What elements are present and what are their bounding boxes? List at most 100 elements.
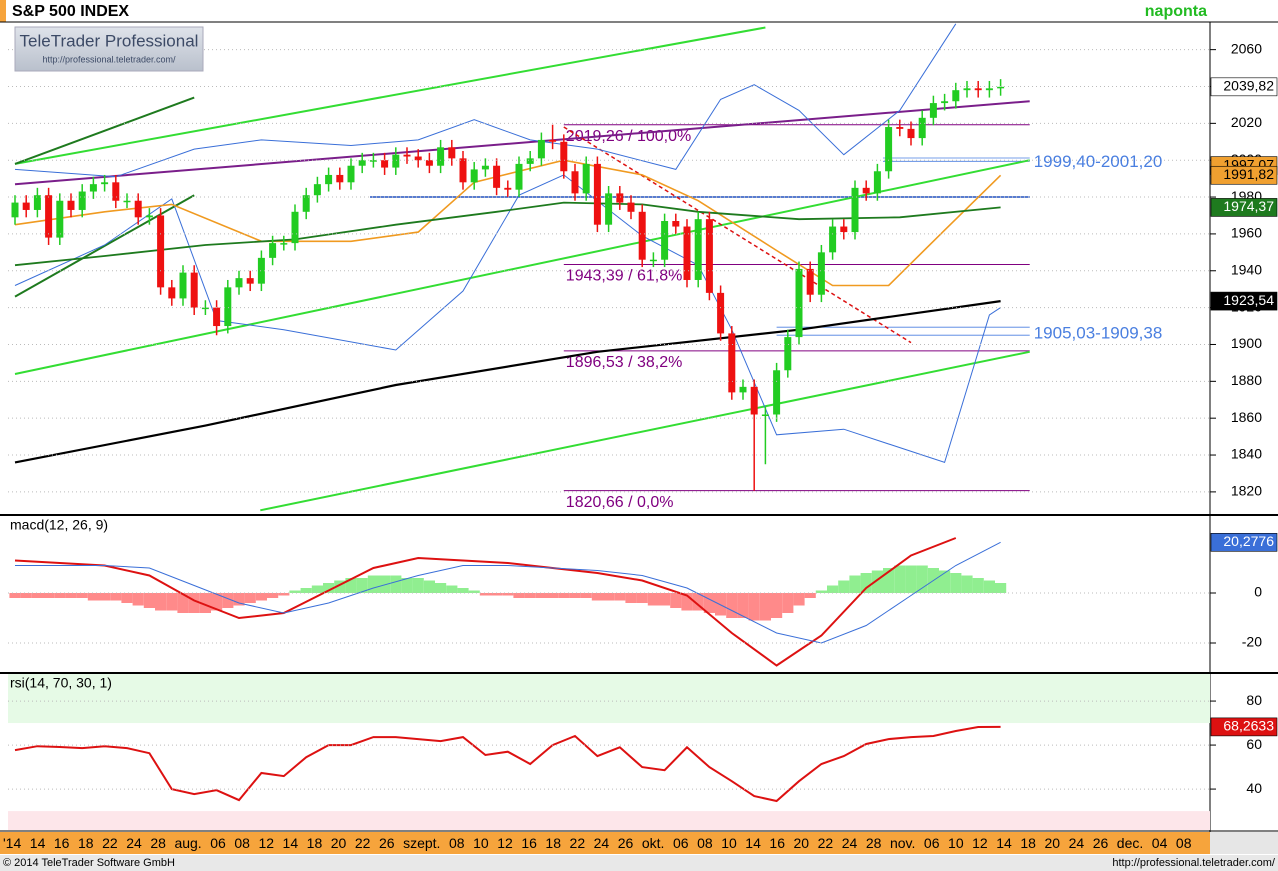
candle-body (437, 147, 445, 166)
histogram-bar (121, 593, 133, 603)
histogram-bar (591, 593, 603, 601)
histogram-bar (636, 593, 648, 603)
histogram-bar (569, 593, 581, 598)
x-tick-label: 14 (996, 835, 1012, 851)
candle-body (705, 219, 713, 293)
x-tick-label: nov. (889, 835, 916, 851)
oversold-zone (8, 811, 1210, 830)
candle-body (157, 215, 165, 288)
panel-plot: 2019,26 / 100,0%1943,39 / 61,8%1896,53 /… (11, 23, 1030, 512)
histogram-bar (446, 585, 458, 593)
x-tick-label: 24 (593, 835, 610, 851)
footer: © 2014 TeleTrader Software GmbH http://p… (0, 855, 1278, 871)
x-tick-label: 28 (150, 835, 166, 851)
histogram-bar (199, 593, 211, 613)
price-tag (1210, 77, 1278, 97)
histogram-bar (950, 573, 962, 593)
candle-body (67, 200, 75, 210)
histogram-bar (972, 578, 984, 593)
candle-body (515, 163, 523, 190)
candle-body (985, 88, 993, 91)
histogram-bar (188, 593, 200, 613)
histogram-bar (827, 585, 839, 593)
candle-body (33, 195, 41, 210)
histogram-bar (412, 578, 424, 593)
candle-body (358, 160, 366, 166)
candle-body (739, 386, 747, 393)
x-tick-label: 26 (378, 835, 395, 851)
candle-body (459, 158, 467, 183)
candle-body (952, 90, 960, 102)
histogram-bar (759, 593, 771, 621)
histogram-bar (255, 593, 267, 601)
histogram-bar (423, 580, 435, 593)
date-axis-end (1210, 832, 1278, 854)
histogram-bar (883, 568, 895, 593)
candle-body (829, 226, 837, 253)
candle-body (728, 333, 736, 393)
level-label: 1896,53 / 38,2% (566, 354, 683, 371)
candle-body (896, 127, 904, 129)
x-tick-label: 24 (126, 835, 142, 851)
x-tick-label: 08 (1175, 835, 1192, 851)
histogram-bar (401, 578, 413, 593)
x-tick-label: 18 (1020, 835, 1036, 851)
logo-url: http://professional.teletrader.com/ (42, 54, 176, 64)
candle-body (918, 117, 926, 139)
y-tick-label: 1940 (1231, 261, 1262, 277)
panel-plot (9, 537, 1007, 667)
candle-body (806, 268, 814, 295)
candle-body (392, 154, 400, 168)
candle-body (907, 128, 915, 139)
candle-body (761, 414, 769, 416)
histogram-bar (961, 575, 973, 593)
x-tick-label: 08 (234, 835, 250, 851)
zone-label: 1905,03-1909,38 (1034, 324, 1163, 343)
candle-body (190, 272, 198, 308)
y-tick-label: 2020 (1231, 114, 1262, 130)
x-tick-label: 22 (102, 835, 118, 851)
histogram-bar (905, 565, 917, 593)
x-tick-label: 28 (865, 835, 882, 851)
candle-body (168, 287, 176, 299)
x-tick-label: 22 (569, 835, 586, 851)
candle-body (448, 147, 456, 159)
overbought-zone (8, 674, 1210, 724)
logo-box (14, 26, 204, 72)
price-tag-label: 68,2633 (1223, 718, 1274, 734)
histogram-bar (177, 593, 189, 613)
x-tick-label: 10 (721, 835, 737, 851)
histogram-bar (603, 593, 615, 601)
price-tag-label: 20,2776 (1223, 533, 1274, 549)
price-tag (1210, 165, 1278, 185)
candle-body (873, 171, 881, 194)
candle-body (134, 200, 142, 218)
candle-body (369, 160, 377, 162)
histogram-bar (334, 580, 346, 593)
histogram-bar (155, 593, 167, 611)
histogram-bar (300, 588, 312, 593)
candle-body (414, 156, 422, 161)
candle-body (470, 169, 478, 183)
histogram-bar (558, 593, 570, 598)
histogram-bar (65, 593, 77, 598)
histogram-bar (289, 590, 301, 593)
x-tick-label: 24 (1068, 835, 1085, 851)
price-tag-label: 2039,82 (1223, 78, 1274, 94)
candle-body (661, 221, 669, 260)
histogram-bar (614, 593, 626, 601)
candle-body (963, 88, 971, 91)
candle-body (213, 307, 221, 327)
candle-body (862, 187, 870, 194)
y-tick-label: 1820 (1231, 483, 1262, 499)
x-tick-label: 08 (448, 835, 465, 851)
price-tag-label: 1923,54 (1223, 292, 1274, 308)
x-tick-label: okt. (641, 835, 665, 851)
trend-line (260, 350, 1030, 512)
histogram-bar (278, 593, 290, 596)
candle-body (694, 219, 702, 280)
candle-body (840, 226, 848, 233)
candle-body (683, 226, 691, 280)
panel-plot (8, 674, 1210, 830)
x-tick-label: 20 (330, 835, 347, 851)
